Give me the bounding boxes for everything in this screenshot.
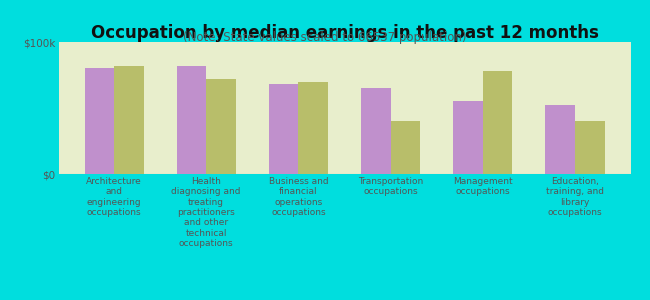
Bar: [483, 71, 512, 174]
Bar: [177, 66, 206, 174]
Title: Occupation by median earnings in the past 12 months: Occupation by median earnings in the pas…: [90, 24, 599, 42]
Bar: [391, 121, 420, 174]
Bar: [298, 82, 328, 174]
Bar: [453, 101, 483, 174]
Bar: [545, 105, 575, 174]
Text: (Note: State values scaled to 66537 population): (Note: State values scaled to 66537 popu…: [183, 32, 467, 44]
Bar: [361, 88, 391, 174]
Bar: [575, 121, 604, 174]
Bar: [269, 84, 298, 174]
Bar: [206, 79, 236, 174]
Bar: [84, 68, 114, 174]
Bar: [114, 66, 144, 174]
